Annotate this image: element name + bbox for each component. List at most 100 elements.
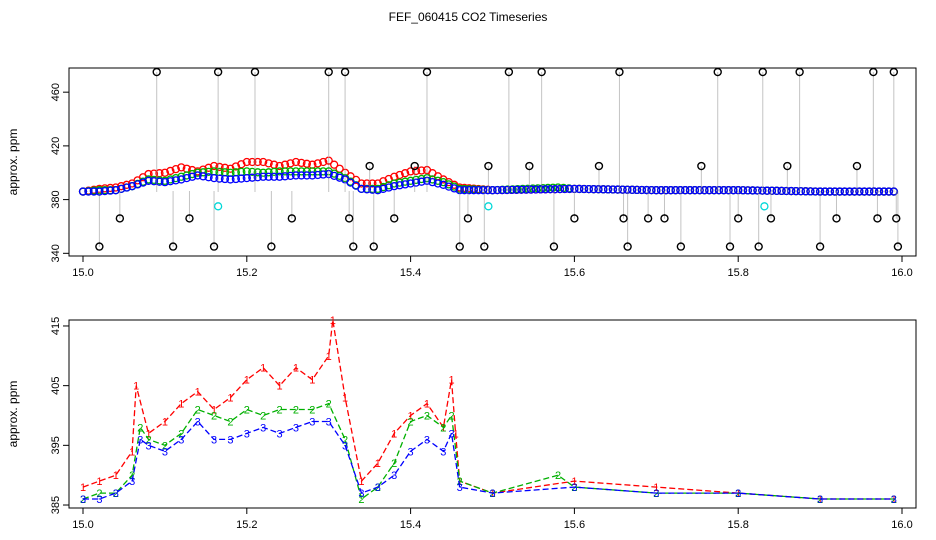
sensor-3-point: [400, 180, 410, 189]
series-2-marker: 2: [129, 470, 135, 482]
sensor-3-point: [560, 184, 569, 194]
sensor-3-point: [526, 185, 536, 194]
series-3-marker: 3: [653, 488, 659, 500]
series-1-marker: 1: [96, 476, 102, 488]
sensor-2-point: [291, 167, 301, 176]
top-x-tick-label: 15.6: [564, 267, 585, 279]
series-1-marker: 1: [244, 375, 250, 387]
sensor-3-point: [379, 184, 388, 194]
outlier-point: [168, 242, 178, 251]
series-3-marker: 3: [457, 482, 463, 494]
sensor-3-point: [825, 187, 835, 196]
series-3-marker: 3: [326, 416, 332, 428]
sensor-3-point: [637, 185, 646, 195]
sensor-1-point: [171, 165, 180, 174]
series-3-marker: 3: [113, 488, 119, 500]
outlier-point: [660, 214, 669, 223]
series-3-marker: 3: [309, 416, 315, 428]
sensor-3-point: [753, 186, 762, 195]
series-2-marker: 2: [375, 482, 381, 494]
series-2-marker: 2: [244, 405, 250, 417]
sensor-3-point: [517, 185, 526, 194]
outlier-point: [623, 242, 632, 251]
sensor-3-point: [493, 185, 502, 195]
sensor-3-point: [608, 185, 618, 194]
sensor-3-point: [275, 172, 284, 181]
sensor-3-point: [594, 185, 603, 194]
series-3-marker: 3: [342, 440, 348, 452]
series-3-line: [83, 420, 894, 500]
sensor-3-point: [767, 186, 777, 195]
sensor-1-point: [160, 168, 170, 177]
sensor-3-point: [536, 185, 545, 194]
sensor-3-point: [253, 173, 262, 182]
sensor-3-point: [855, 187, 864, 196]
sensor-2-point: [248, 167, 257, 176]
sensor-3-point: [280, 172, 290, 181]
series-2-marker: 2: [735, 488, 741, 500]
sensor-3-point: [666, 186, 675, 195]
series-1-marker: 1: [145, 428, 151, 440]
sensor-2-point: [264, 168, 273, 177]
sensor-1-point: [215, 162, 224, 172]
sensor-3-point: [373, 186, 382, 195]
series-3-marker: 3: [96, 494, 102, 506]
sensor-3-point: [483, 186, 492, 195]
sensor-3-point: [531, 185, 541, 194]
series-3-marker: 3: [424, 434, 430, 446]
sensor-3-point: [182, 173, 191, 183]
sensor-3-point: [297, 171, 306, 180]
sensor-2-point: [297, 167, 306, 176]
sensor-3-point: [884, 187, 894, 196]
outlier-point: [410, 161, 419, 171]
outlier-point: [815, 242, 825, 251]
top-y-tick-label: 460: [50, 83, 62, 101]
bottom-y-tick-label: 415: [50, 317, 62, 335]
sensor-3-point: [106, 186, 115, 195]
sensor-3-point: [690, 186, 699, 195]
series-2-marker: 2: [440, 422, 446, 434]
top-x-tick-label: 15.0: [72, 267, 93, 279]
sensor-3-point: [209, 173, 219, 183]
sensor-3-point: [166, 177, 175, 186]
outlier-point: [734, 214, 743, 223]
series-2-marker: 2: [276, 405, 282, 417]
sensor-2-point: [259, 168, 268, 177]
sensor-3-point: [889, 187, 898, 196]
series-2-marker: 2: [342, 434, 348, 446]
sensor-3-point: [469, 186, 478, 195]
series-1-marker: 1: [440, 422, 446, 434]
sensor-3-point: [464, 186, 474, 195]
outlier-point: [525, 161, 534, 171]
sensor-3-point: [269, 172, 279, 181]
sensor-3-point: [220, 174, 230, 184]
top-x-tick-label: 15.8: [727, 267, 748, 279]
sensor-3-point: [450, 184, 459, 193]
series-1-marker: 1: [489, 488, 495, 500]
sensor-3-point: [226, 175, 235, 184]
series-1-marker: 1: [326, 351, 332, 363]
sensor-1-point: [248, 157, 257, 167]
series-1-marker: 1: [162, 416, 168, 428]
series-1-marker: 1: [457, 476, 463, 488]
sensor-3-point: [330, 171, 339, 181]
sensor-3-point: [879, 187, 889, 196]
series-1-marker: 1: [195, 387, 201, 399]
sensor-2-point: [188, 169, 197, 179]
series-1-line: [82, 319, 894, 500]
sensor-3-point: [709, 186, 719, 195]
sensor-3-point: [117, 184, 126, 194]
top-panel: approx. ppm 15.0 15.2 15.4 15.6 15.8 16.0 340 3…: [6, 67, 917, 279]
sensor-3-point: [613, 185, 622, 194]
sensor-3-point: [801, 187, 810, 196]
sensor-3-point: [362, 185, 372, 194]
outlier-point: [758, 67, 767, 77]
sensor-1-point: [362, 179, 372, 188]
sensor-3-point: [89, 187, 99, 196]
sensor-3-point: [685, 186, 695, 195]
outlier-point: [504, 67, 514, 77]
series-1-marker: 1: [129, 446, 135, 458]
sensor-3-point: [777, 186, 786, 196]
sensor-2-point: [559, 183, 568, 193]
series-1-marker: 1: [260, 363, 266, 375]
